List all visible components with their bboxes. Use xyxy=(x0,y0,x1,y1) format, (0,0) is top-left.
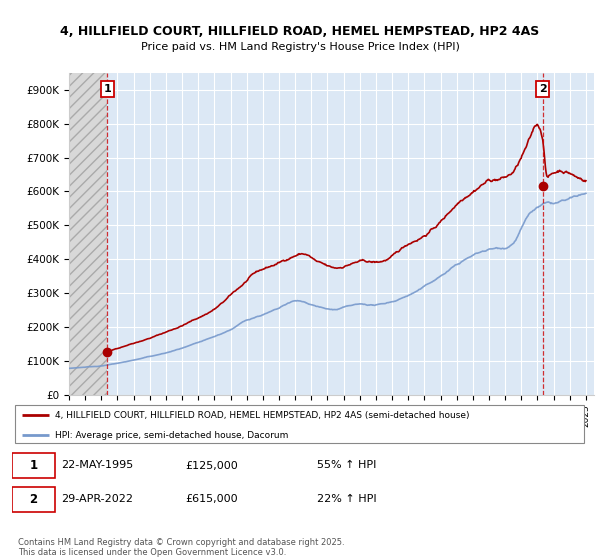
Text: 29-APR-2022: 29-APR-2022 xyxy=(61,494,133,504)
Text: £125,000: £125,000 xyxy=(185,460,238,470)
Text: 1: 1 xyxy=(104,84,112,94)
Text: Contains HM Land Registry data © Crown copyright and database right 2025.
This d: Contains HM Land Registry data © Crown c… xyxy=(18,538,344,557)
Text: 1: 1 xyxy=(29,459,38,472)
Text: 4, HILLFIELD COURT, HILLFIELD ROAD, HEMEL HEMPSTEAD, HP2 4AS: 4, HILLFIELD COURT, HILLFIELD ROAD, HEME… xyxy=(61,25,539,38)
Text: 22% ↑ HPI: 22% ↑ HPI xyxy=(317,494,377,504)
Text: 55% ↑ HPI: 55% ↑ HPI xyxy=(317,460,377,470)
FancyBboxPatch shape xyxy=(12,453,55,478)
Text: HPI: Average price, semi-detached house, Dacorum: HPI: Average price, semi-detached house,… xyxy=(55,431,289,440)
FancyBboxPatch shape xyxy=(12,487,55,512)
Bar xyxy=(69,73,107,395)
FancyBboxPatch shape xyxy=(15,405,584,443)
Text: 22-MAY-1995: 22-MAY-1995 xyxy=(61,460,133,470)
Text: Price paid vs. HM Land Registry's House Price Index (HPI): Price paid vs. HM Land Registry's House … xyxy=(140,42,460,52)
Text: £615,000: £615,000 xyxy=(185,494,238,504)
Text: 2: 2 xyxy=(29,493,38,506)
Text: 2: 2 xyxy=(539,84,547,94)
Text: 4, HILLFIELD COURT, HILLFIELD ROAD, HEMEL HEMPSTEAD, HP2 4AS (semi-detached hous: 4, HILLFIELD COURT, HILLFIELD ROAD, HEME… xyxy=(55,411,470,421)
